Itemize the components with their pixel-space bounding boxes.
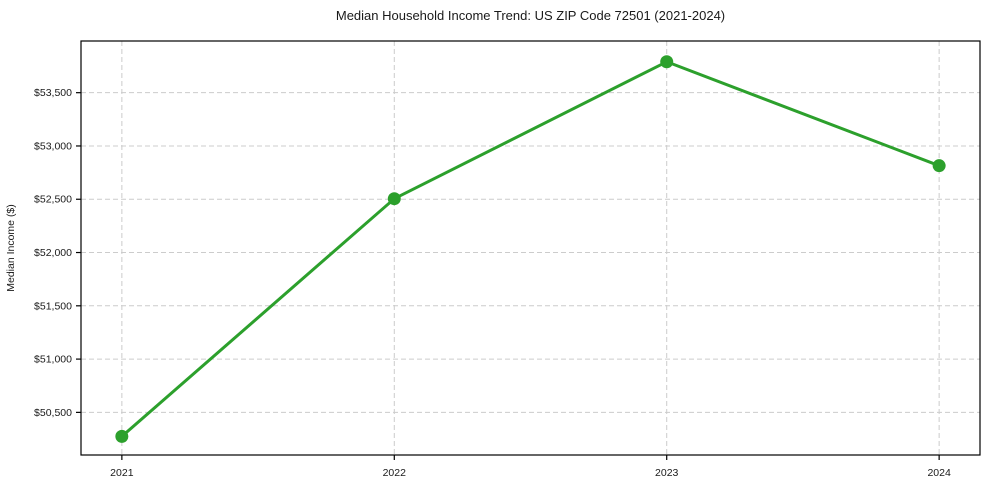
y-tick-label: $51,000: [34, 354, 72, 366]
data-point-2023: [660, 55, 674, 69]
y-tick-label: $50,500: [34, 407, 72, 419]
y-tick-label: $52,500: [34, 194, 72, 206]
y-tick-label: $53,000: [34, 140, 72, 152]
x-tick-label: 2024: [927, 467, 951, 479]
data-point-2024: [932, 159, 946, 173]
y-tick-label: $51,500: [34, 300, 72, 312]
y-tick-label: $53,500: [34, 87, 72, 99]
y-tick-label: $52,000: [34, 247, 72, 259]
trend-line: [120, 60, 941, 438]
chart-title: Median Household Income Trend: US ZIP Co…: [335, 8, 726, 23]
data-point-2021: [115, 429, 129, 443]
y-axis-label: Median Income ($): [5, 204, 17, 292]
x-tick-label: 2021: [110, 467, 134, 479]
x-tick-label: 2022: [383, 467, 407, 479]
plot-frame: [80, 40, 981, 456]
data-point-2022: [387, 192, 401, 206]
x-tick-label: 2023: [655, 467, 679, 479]
